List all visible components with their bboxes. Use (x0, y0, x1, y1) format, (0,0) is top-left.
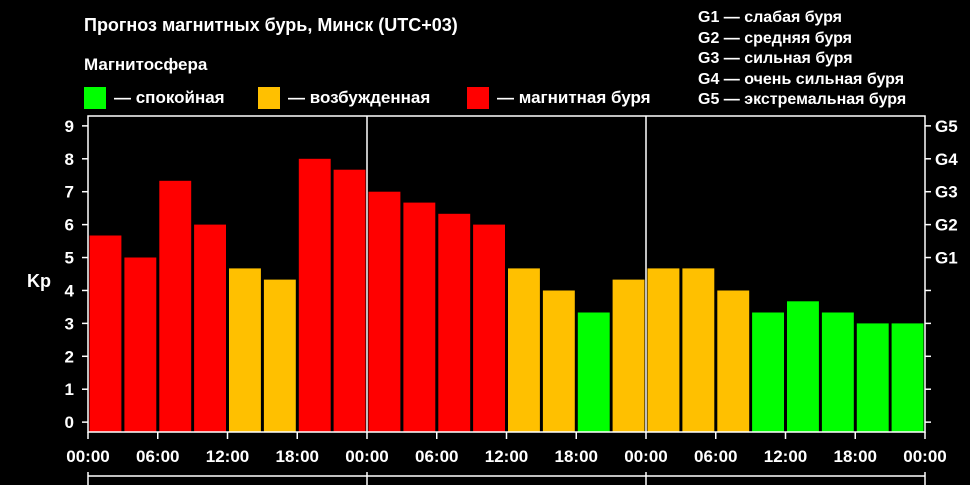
y-tick-label: 9 (65, 117, 74, 136)
kp-bar (647, 268, 680, 432)
kp-bar (577, 312, 610, 432)
kp-bar (333, 169, 366, 432)
kp-bar (194, 224, 226, 432)
kp-bar (473, 224, 505, 432)
storm-level-g2: G2 — средняя буря (698, 29, 852, 47)
legend-label-storm: — магнитная буря (497, 88, 651, 107)
kp-bar (438, 213, 471, 432)
x-tick-label: 18:00 (555, 447, 598, 466)
y-tick-label: 2 (65, 347, 74, 366)
x-tick-label: 18:00 (834, 447, 877, 466)
kp-bar (682, 268, 715, 432)
storm-level-g4: G4 — очень сильная буря (698, 70, 905, 88)
chart-title: Прогноз магнитных бурь, Минск (UTC+03) (84, 15, 458, 35)
x-tick-label: 00:00 (345, 447, 388, 466)
legend-swatch-quiet (84, 87, 106, 109)
storm-level-g3: G3 — сильная буря (698, 50, 853, 67)
x-tick-label: 06:00 (136, 447, 179, 466)
y-tick-label: 5 (65, 249, 74, 268)
g-scale-label: G1 (935, 249, 958, 268)
x-tick-label: 06:00 (694, 447, 737, 466)
legend-item-active: — возбужденная (258, 87, 430, 109)
y-tick-label: 3 (65, 314, 74, 333)
x-tick-label: 12:00 (206, 447, 249, 466)
kp-bar (368, 191, 401, 432)
y-tick-label: 8 (65, 150, 74, 169)
x-tick-label: 00:00 (66, 447, 109, 466)
kp-bar (542, 290, 575, 432)
kp-bar (717, 290, 750, 432)
kp-bar (787, 301, 819, 432)
y-axis-label: Kp (27, 271, 51, 291)
kp-bar (159, 180, 192, 432)
kp-bar (229, 268, 261, 432)
x-tick-label: 06:00 (415, 447, 458, 466)
storm-level-g5: G5 — экстремальная буря (698, 91, 907, 108)
legend-item-storm: — магнитная буря (467, 87, 651, 109)
y-tick-label: 6 (65, 216, 74, 235)
kp-bar (612, 279, 645, 432)
x-tick-label: 00:00 (903, 447, 946, 466)
kp-bar (263, 279, 296, 432)
storm-level-legend: G1 — слабая буря G2 — средняя буря G3 — … (698, 8, 906, 111)
y-tick-label: 1 (65, 380, 74, 399)
kp-bar (298, 158, 331, 433)
kp-bar (752, 312, 784, 432)
g-scale-label: G3 (935, 183, 958, 202)
kp-bar (891, 323, 924, 432)
g-scale-label: G4 (935, 150, 958, 169)
y-tick-label: 7 (65, 183, 74, 202)
kp-bar (89, 235, 122, 432)
kp-bar (508, 268, 540, 432)
g-scale-label: G5 (935, 117, 958, 136)
legend-label-active: — возбужденная (288, 88, 431, 107)
x-tick-label: 12:00 (764, 447, 807, 466)
g-scale-label: G2 (935, 216, 958, 235)
legend-label-quiet: — спокойная (114, 88, 225, 107)
kp-bar (821, 312, 854, 432)
kp-bar (403, 202, 436, 432)
legend-heading: Магнитосфера (84, 55, 208, 74)
storm-level-g1: G1 — слабая буря (698, 9, 843, 26)
kp-bar (856, 323, 889, 432)
x-tick-label: 00:00 (624, 447, 667, 466)
legend-swatch-active (258, 87, 280, 109)
legend-swatch-storm (467, 87, 489, 109)
kp-bar (124, 257, 157, 432)
x-tick-label: 12:00 (485, 447, 528, 466)
y-tick-label: 0 (65, 413, 74, 432)
x-tick-label: 18:00 (276, 447, 319, 466)
y-tick-label: 4 (65, 281, 75, 300)
legend-item-quiet: — спокойная (84, 87, 225, 109)
